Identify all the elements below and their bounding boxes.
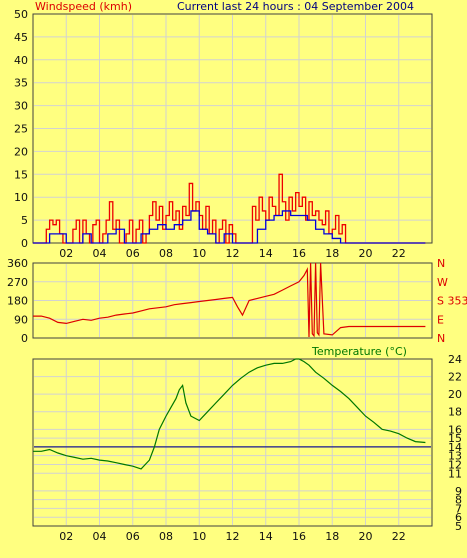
- x-tick-label: 02: [59, 530, 73, 543]
- y-tick-label: 9: [455, 485, 462, 498]
- windspeed-panel: 0 5 10 15 20 25 30 35 40 45 50 02 04 06 08 10 12 14 16 18 20…: [14, 8, 433, 260]
- y-tick-label: 20: [14, 145, 28, 158]
- y-tick-label: 50: [14, 8, 28, 21]
- temperature-label: Temperature (°C): [311, 345, 407, 358]
- x-tick-label: 10: [192, 530, 206, 543]
- compass-label: N: [437, 332, 445, 345]
- compass-label: N: [437, 257, 445, 270]
- x-tick-label: 16: [292, 530, 306, 543]
- x-tick-label: 04: [93, 247, 107, 260]
- x-tick-label: 12: [226, 247, 240, 260]
- y-tick-label: 270: [7, 276, 28, 289]
- y-tick-label: 90: [14, 313, 28, 326]
- wind-direction-line: [33, 262, 426, 338]
- y-tick-label: 20: [448, 388, 462, 401]
- y-tick-label: 16: [448, 423, 462, 436]
- y-tick-label: 35: [14, 77, 28, 90]
- y-tick-label: 15: [14, 168, 28, 181]
- y-tick-label: 13: [448, 450, 462, 463]
- y-tick-label: 8: [455, 494, 462, 507]
- x-tick-label: 22: [392, 247, 406, 260]
- y-tick-label: 5: [21, 214, 28, 227]
- y-tick-label: 22: [448, 371, 462, 384]
- y-tick-label: 25: [14, 123, 28, 136]
- x-tick-label: 12: [226, 530, 240, 543]
- y-tick-label: 45: [14, 31, 28, 44]
- y-tick-label: 6: [455, 511, 462, 524]
- x-tick-label: 18: [325, 530, 339, 543]
- x-tick-label: 18: [325, 247, 339, 260]
- x-tick-label: 08: [159, 530, 173, 543]
- x-tick-label: 22: [392, 530, 406, 543]
- x-tick-label: 02: [59, 247, 73, 260]
- y-tick-label: 180: [7, 295, 28, 308]
- wind-average-line: [33, 210, 426, 244]
- y-tick-label: 11: [448, 467, 462, 480]
- windspeed-line: [33, 173, 426, 244]
- x-tick-label: 20: [359, 530, 373, 543]
- y-tick-label: 15: [448, 432, 462, 445]
- y-tick-label: 12: [448, 458, 462, 471]
- compass-label: S 353: [437, 295, 467, 308]
- y-tick-label: 40: [14, 54, 28, 67]
- y-tick-label: 0: [21, 332, 28, 345]
- x-tick-label: 14: [259, 247, 273, 260]
- x-tick-label: 20: [359, 247, 373, 260]
- x-tick-label: 16: [292, 247, 306, 260]
- y-tick-label: 30: [14, 100, 28, 113]
- x-tick-label: 14: [259, 530, 273, 543]
- x-tick-label: 08: [159, 247, 173, 260]
- x-tick-label: 04: [93, 530, 107, 543]
- y-tick-label: 14: [448, 441, 462, 454]
- y-tick-label: 5: [455, 520, 462, 533]
- compass-label: E: [437, 313, 444, 326]
- y-tick-label: 24: [448, 353, 462, 366]
- y-tick-label: 10: [14, 191, 28, 204]
- chart-title: Current last 24 hours : 04 September 200…: [177, 0, 414, 13]
- series-label: Windspeed (kmh): [35, 0, 132, 13]
- x-tick-label: 10: [192, 247, 206, 260]
- y-tick-label: 0: [21, 237, 28, 250]
- y-tick-label: 18: [448, 406, 462, 419]
- x-tick-label: 06: [126, 530, 140, 543]
- temperature-line: [33, 358, 426, 470]
- x-tick-label: 06: [126, 247, 140, 260]
- compass-label: W: [437, 276, 448, 289]
- y-tick-label: 7: [455, 502, 462, 515]
- y-tick-label: 360: [7, 257, 28, 270]
